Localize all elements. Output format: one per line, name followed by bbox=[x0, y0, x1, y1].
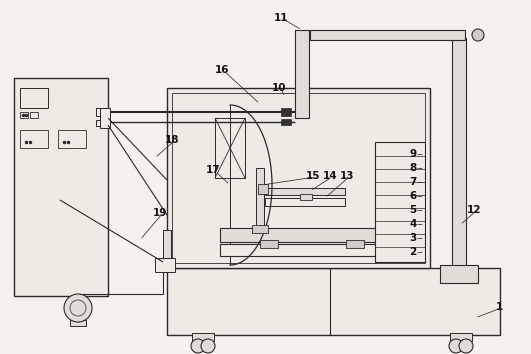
Bar bbox=[258, 184, 268, 194]
Bar bbox=[265, 198, 345, 206]
Bar bbox=[310, 30, 465, 40]
Text: 6: 6 bbox=[409, 191, 417, 201]
Text: 16: 16 bbox=[215, 65, 229, 75]
Bar bbox=[440, 265, 478, 283]
Circle shape bbox=[459, 339, 473, 353]
Text: 4: 4 bbox=[409, 219, 417, 229]
Bar bbox=[14, 78, 108, 296]
Bar bbox=[450, 333, 472, 341]
Bar bbox=[256, 168, 264, 228]
Bar bbox=[172, 93, 425, 263]
Text: 14: 14 bbox=[323, 171, 337, 181]
Bar bbox=[260, 240, 278, 248]
Text: 10: 10 bbox=[272, 83, 286, 93]
Bar bbox=[70, 320, 86, 326]
Circle shape bbox=[64, 294, 92, 322]
Circle shape bbox=[472, 29, 484, 41]
Bar bbox=[452, 38, 466, 272]
Text: 19: 19 bbox=[153, 208, 167, 218]
Bar bbox=[265, 188, 345, 195]
Bar bbox=[30, 112, 38, 118]
Bar bbox=[215, 118, 245, 178]
Bar bbox=[20, 130, 48, 148]
Bar bbox=[220, 228, 405, 242]
Bar bbox=[58, 130, 86, 148]
Bar bbox=[163, 230, 171, 260]
Circle shape bbox=[191, 339, 205, 353]
Text: 12: 12 bbox=[467, 205, 481, 215]
Bar bbox=[96, 120, 108, 126]
Text: 13: 13 bbox=[340, 171, 354, 181]
Text: 5: 5 bbox=[409, 205, 417, 215]
Text: 15: 15 bbox=[306, 171, 320, 181]
Text: 1: 1 bbox=[495, 302, 503, 312]
Bar bbox=[167, 88, 430, 268]
Bar bbox=[20, 88, 48, 108]
Bar bbox=[163, 258, 171, 268]
Bar bbox=[100, 108, 110, 128]
Bar bbox=[375, 142, 425, 262]
Bar bbox=[252, 225, 268, 233]
Text: 11: 11 bbox=[274, 13, 288, 23]
Bar bbox=[192, 333, 214, 341]
Bar bbox=[281, 119, 291, 125]
Bar bbox=[346, 240, 364, 248]
Text: 17: 17 bbox=[205, 165, 220, 175]
Bar bbox=[20, 112, 28, 118]
Bar bbox=[300, 194, 312, 200]
Bar bbox=[96, 108, 108, 116]
Bar bbox=[167, 268, 500, 335]
Text: 18: 18 bbox=[165, 135, 179, 145]
Bar bbox=[220, 244, 405, 256]
Text: 8: 8 bbox=[409, 163, 417, 173]
Circle shape bbox=[449, 339, 463, 353]
Bar bbox=[281, 108, 291, 116]
Circle shape bbox=[201, 339, 215, 353]
Bar bbox=[155, 258, 175, 272]
Text: 3: 3 bbox=[409, 233, 417, 243]
Text: 2: 2 bbox=[409, 247, 417, 257]
Text: 7: 7 bbox=[409, 177, 417, 187]
Text: 9: 9 bbox=[409, 149, 416, 159]
Bar bbox=[295, 30, 309, 118]
